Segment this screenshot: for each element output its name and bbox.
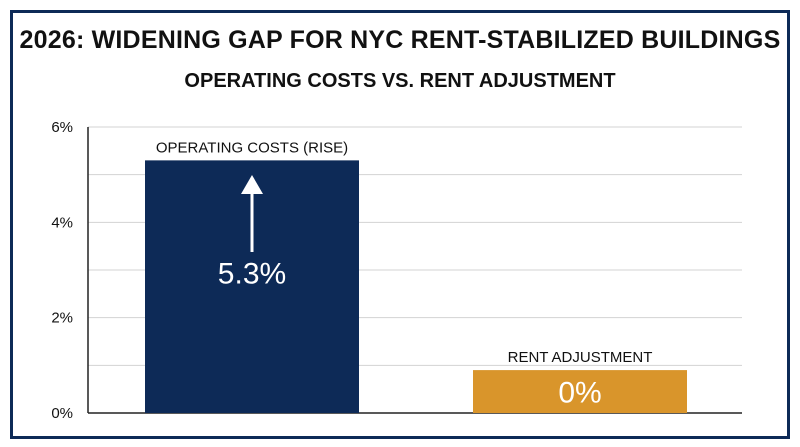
up-arrow-head-icon	[241, 175, 263, 194]
category-label: RENT ADJUSTMENT	[508, 349, 653, 366]
data-label: 0%	[558, 377, 601, 410]
data-label: 5.3%	[218, 257, 286, 290]
y-tick-label: 0%	[51, 405, 73, 422]
y-tick-label: 4%	[51, 214, 73, 231]
y-tick-label: 6%	[51, 119, 73, 136]
category-label: OPERATING COSTS (RISE)	[156, 139, 348, 156]
chart-title: 2026: WIDENING GAP FOR NYC RENT-STABILIZ…	[19, 26, 781, 54]
y-tick-label: 2%	[51, 310, 73, 327]
chart-frame	[10, 10, 790, 439]
chart-subtitle: OPERATING COSTS VS. RENT ADJUSTMENT	[184, 70, 616, 92]
bar-rent-adjustment	[473, 370, 687, 413]
